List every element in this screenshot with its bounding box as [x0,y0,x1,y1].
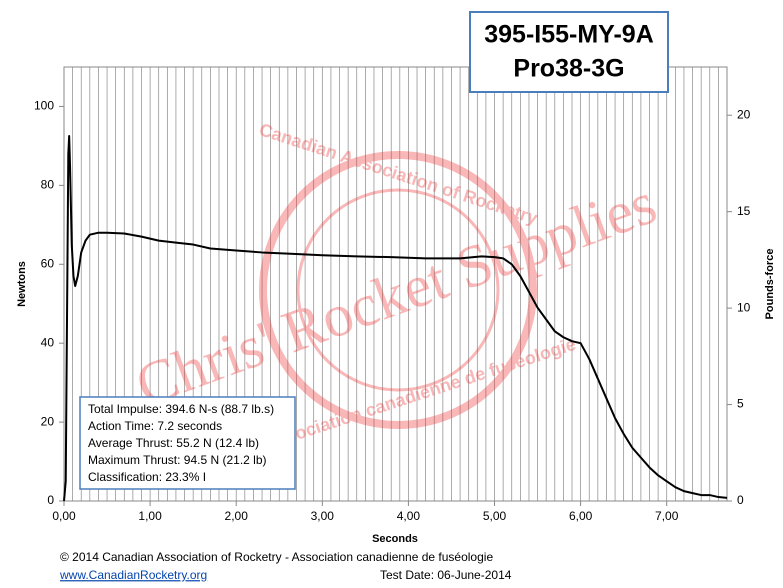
copyright: © 2014 Canadian Association of Rocketry … [60,550,493,564]
chart-title: Pro38-3G [513,55,624,83]
title-box [469,11,669,93]
test-date: Test Date: 06-June-2014 [380,568,512,582]
x-tick-label: 5,00 [483,509,507,523]
x-tick-label: 6,00 [569,509,593,523]
y2-tick-label: 15 [737,204,751,218]
y-tick-label: 60 [41,256,55,270]
chart-title: 395-I55-MY-9A [484,21,654,49]
website-link[interactable]: www.CanadianRocketry.org [59,568,207,582]
stats-box [79,396,296,490]
x-tick-label: 3,00 [311,509,335,523]
x-tick-label: 0,00 [52,509,76,523]
thrust-line [63,135,728,502]
y-tick-label: 100 [34,99,54,113]
y2-tick-label: 10 [737,300,751,314]
stats-line: Classification: 23.3% I [88,470,206,484]
y2-axis-label: Pounds-force [764,249,776,320]
y2-tick-label: 5 [737,397,744,411]
watermark-ring [296,188,500,392]
y-tick-label: 80 [41,178,55,192]
stats-line: Total Impulse: 394.6 N-s (88.7 lb.s) [88,402,274,416]
x-tick-label: 2,00 [225,509,249,523]
y-axis-label: Newtons [16,261,28,307]
x-axis-label: Seconds [372,533,418,545]
x-tick-label: 7,00 [655,509,679,523]
y-tick-label: 0 [47,493,54,507]
y-tick-label: 20 [41,414,55,428]
y-tick-label: 40 [41,335,55,349]
y2-tick-label: 20 [737,107,751,121]
stats-line: Average Thrust: 55.2 N (12.4 lb) [88,436,259,450]
x-tick-label: 1,00 [138,509,162,523]
y2-tick-label: 0 [737,493,744,507]
watermark-ring [259,151,537,429]
x-tick-label: 4,00 [397,509,421,523]
stats-line: Action Time: 7.2 seconds [88,419,222,433]
stats-line: Maximum Thrust: 94.5 N (21.2 lb) [88,453,267,467]
